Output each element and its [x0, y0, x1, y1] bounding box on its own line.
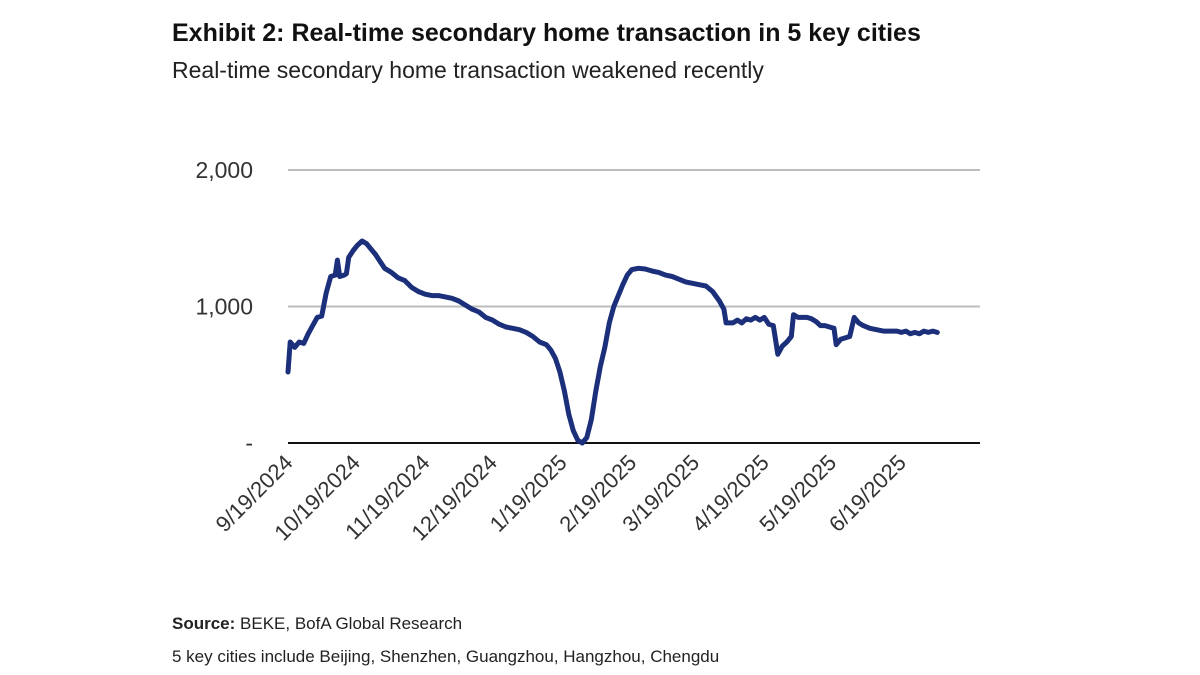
x-axis-ticks: 9/19/202410/19/202411/19/202412/19/20241…	[211, 450, 911, 546]
source-label: Source:	[172, 614, 236, 633]
y-tick-label: 2,000	[195, 157, 253, 183]
y-tick-label: -	[245, 430, 253, 456]
y-tick-label: 1,000	[195, 294, 253, 320]
gridlines	[288, 169, 980, 444]
cities-note: 5 key cities include Beijing, Shenzhen, …	[172, 647, 720, 666]
x-tick-label: 6/19/2025	[824, 450, 911, 537]
chart-title: Exhibit 2: Real-time secondary home tran…	[172, 19, 921, 47]
y-axis-ticks: - 1,000 2,000	[195, 157, 253, 456]
series-line	[285, 238, 940, 446]
source-note: Source: BEKE, BofA Global Research	[172, 614, 462, 634]
chart-subtitle: Real-time secondary home transaction wea…	[172, 57, 764, 83]
source-text: BEKE, BofA Global Research	[235, 614, 463, 633]
